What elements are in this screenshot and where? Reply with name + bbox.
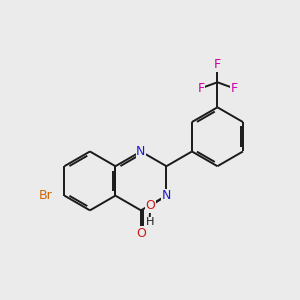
Text: O: O — [145, 200, 155, 212]
Text: H: H — [146, 217, 154, 227]
Text: F: F — [230, 82, 238, 95]
Text: N: N — [162, 189, 171, 202]
Text: F: F — [214, 58, 221, 71]
Text: F: F — [197, 82, 204, 95]
Text: O: O — [136, 226, 146, 239]
Text: N: N — [136, 145, 146, 158]
Text: Br: Br — [38, 189, 52, 202]
